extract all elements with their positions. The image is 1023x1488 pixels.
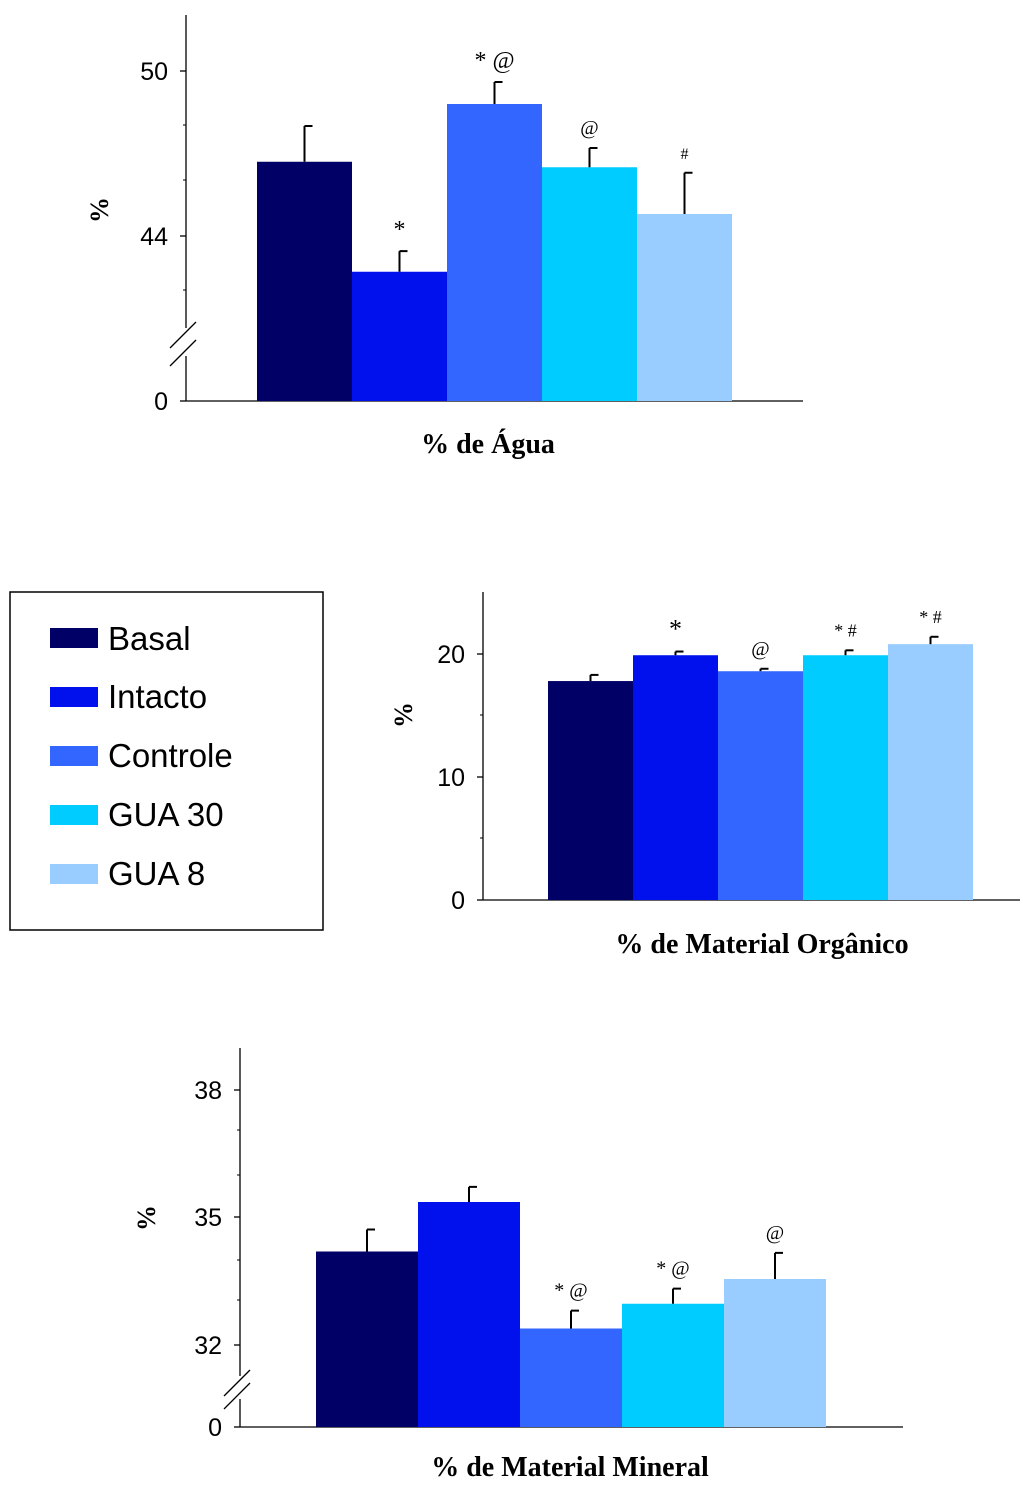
bar-gua8: [724, 1279, 826, 1427]
significance-label: * #: [834, 620, 857, 640]
legend-label-controle: Controle: [108, 737, 233, 774]
legend-entry-controle: Controle: [50, 737, 233, 774]
bar-intacto: [352, 271, 447, 401]
bar-gua30: [803, 655, 888, 900]
legend-swatch-controle: [50, 746, 98, 766]
chart-1-water: 0 44 50 * * @ @ #: [140, 15, 803, 416]
legend-entry-intacto: Intacto: [50, 678, 207, 715]
chart-3-ylabel: %: [132, 1205, 161, 1231]
bar-gua30: [622, 1303, 724, 1427]
axis-break-gap: [238, 1376, 242, 1399]
legend-swatch-gua30: [50, 805, 98, 825]
chart-3-mineral: 0 32 35 38 * @ * @ @: [194, 1048, 903, 1442]
bar-gua30: [542, 167, 637, 401]
chart-3-title: % de Material Mineral: [431, 1452, 709, 1483]
significance-label: * @: [656, 1258, 689, 1280]
chart-2-ylabel: %: [389, 702, 418, 728]
y-tick-label: 44: [140, 223, 168, 251]
chart-1-ylabel: %: [85, 197, 114, 223]
bar-intacto: [633, 655, 718, 900]
significance-label: @: [751, 638, 769, 660]
axis-break-mark: [223, 1369, 251, 1397]
bar-basal: [316, 1251, 418, 1427]
legend-swatch-basal: [50, 628, 98, 648]
significance-label: * @: [474, 48, 514, 74]
bar-basal: [548, 681, 633, 900]
legend-entry-basal: Basal: [50, 620, 191, 657]
significance-label: *: [394, 217, 406, 243]
bar-controle: [520, 1328, 622, 1427]
legend-label-gua8: GUA 8: [108, 855, 205, 892]
chart-1-title: % de Água: [421, 429, 555, 460]
y-tick-label: 10: [437, 764, 465, 792]
axis-break-gap: [184, 328, 188, 356]
significance-label: #: [681, 146, 689, 163]
bar-intacto: [418, 1202, 520, 1427]
legend: Basal Intacto Controle GUA 30 GUA 8: [9, 591, 324, 931]
y-tick-label: 32: [194, 1332, 222, 1360]
significance-label: @: [766, 1222, 784, 1244]
legend-label-gua30: GUA 30: [108, 796, 224, 833]
significance-label: *: [669, 615, 682, 644]
chart-2-title: % de Material Orgânico: [615, 929, 908, 960]
axis-break-mark: [223, 1382, 251, 1410]
legend-entry-gua8: GUA 8: [50, 855, 205, 892]
y-tick-label: 0: [451, 887, 465, 915]
legend-label-basal: Basal: [108, 620, 191, 657]
bar-controle: [718, 671, 803, 900]
legend-swatch-gua8: [50, 864, 98, 884]
axis-break-mark: [169, 339, 197, 367]
legend-label-intacto: Intacto: [108, 678, 207, 715]
bar-gua8: [637, 214, 732, 401]
y-tick-label: 50: [140, 58, 168, 86]
y-tick-label: 0: [154, 388, 168, 416]
legend-swatch-intacto: [50, 687, 98, 707]
y-tick-label: 0: [208, 1414, 222, 1442]
bar-gua8: [888, 644, 973, 900]
y-tick-label: 38: [194, 1077, 222, 1105]
significance-label: * #: [919, 607, 942, 627]
bar-controle: [447, 104, 542, 401]
chart-2-organic: 0 10 20 * @ * # * #: [437, 592, 1020, 915]
bar-basal: [257, 161, 352, 401]
significance-label: @: [580, 117, 598, 139]
legend-entry-gua30: GUA 30: [50, 796, 224, 833]
y-tick-label: 35: [194, 1204, 222, 1232]
axis-break-mark: [169, 321, 197, 349]
y-tick-label: 20: [437, 641, 465, 669]
significance-label: * @: [554, 1280, 587, 1302]
